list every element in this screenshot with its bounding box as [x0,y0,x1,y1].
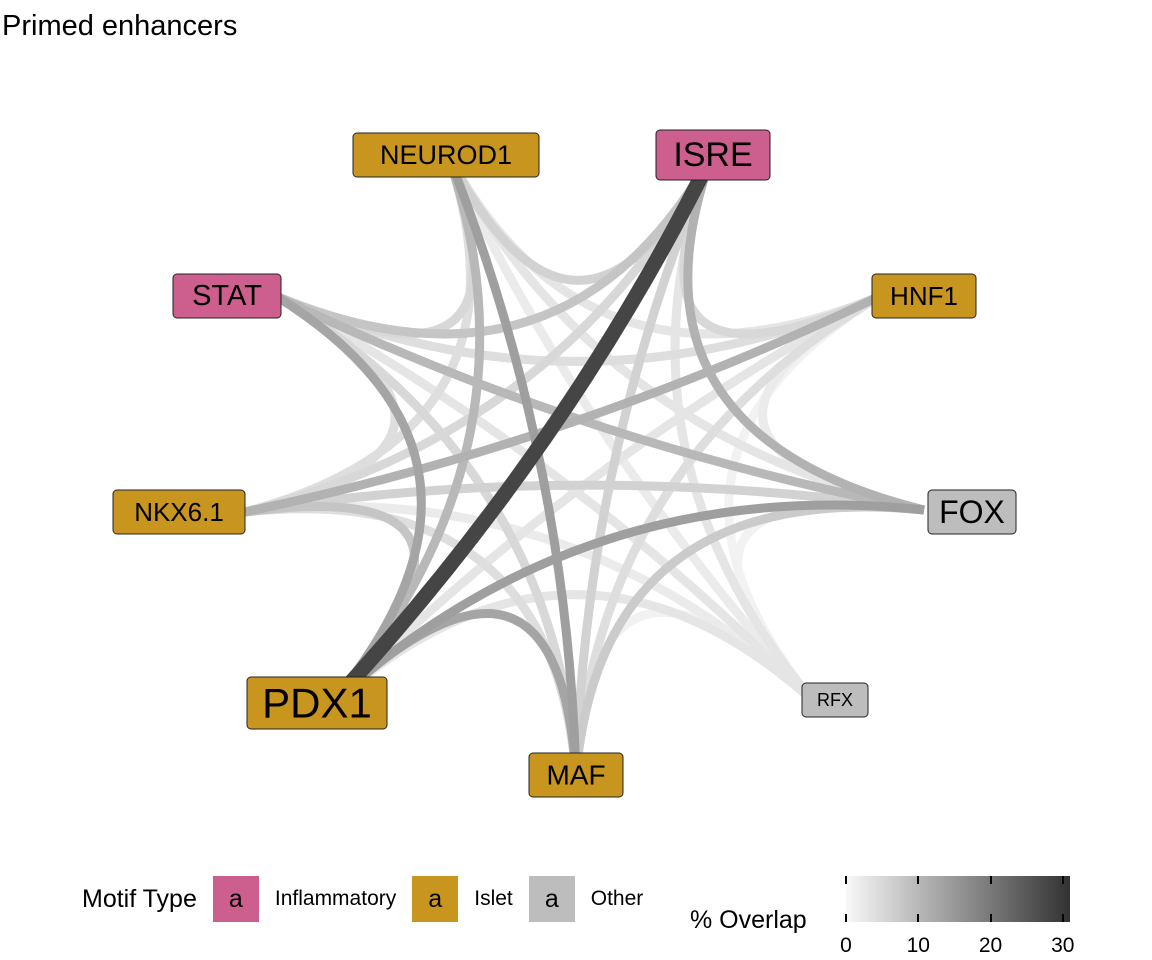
edge-neurod1-rfx [443,153,816,704]
edge-hnf1-pdx1 [328,292,883,707]
edge-nkx61-fox [244,480,925,517]
edge-isre-pdx1 [326,151,719,709]
edge-stat-isre [274,152,716,339]
node-maf: MAF [528,752,624,798]
colorbar-tick [989,876,992,884]
colorbar-tick [1061,876,1064,884]
node-stat: STAT [172,273,282,319]
node-box [246,676,388,730]
legend-key-islet: a [412,876,459,922]
colorbar-tick [917,914,920,922]
node-label: STAT [192,280,262,312]
node-nkx61: NKX6.1 [112,489,246,535]
node-label: HNF1 [890,281,958,311]
edge-stat-pdx1 [273,292,426,706]
node-box [927,489,1017,535]
edge-isre-maf [571,153,717,776]
legend-label-inflammatory: Inflammatory [274,887,397,910]
edge-layer [243,151,926,776]
colorbar-tick [989,914,992,922]
node-label: NEUROD1 [380,140,512,170]
legend-key-inflammatory: a [212,876,259,922]
node-label: NKX6.1 [134,497,224,527]
node-neurod1: NEUROD1 [352,132,540,178]
colorbar-tick-label: 20 [978,934,1003,957]
colorbar-tick-label: 30 [1051,934,1075,957]
node-box [655,129,771,181]
overlap-colorbar [846,876,1070,922]
node-box [801,682,869,718]
legend-key-other: a [528,876,575,922]
node-rfx: RFX [801,682,869,718]
motif-legend-title: Motif Type [82,884,197,913]
node-label: PDX1 [262,680,372,727]
edge-fox-rfx [733,500,925,703]
edge-stat-fox [274,291,925,515]
node-label: MAF [546,760,605,791]
node-box [352,132,540,178]
legend-label-other: Other [590,887,644,910]
colorbar-tick [1061,914,1064,922]
node-fox: FOX [927,489,1017,535]
motif-type-legend: Motif Type a Inflammatory a Islet a Othe… [82,876,659,922]
node-isre: ISRE [655,129,771,181]
colorbar-tick-label: 0 [840,934,852,957]
motif-network: NEUROD1 ISRE HNF1 FOX RFX MAF PDX1 NKX6.1 STAT [112,129,1017,798]
overlap-legend-title: % Overlap [690,906,807,934]
node-box [871,273,977,319]
colorbar-tick [917,876,920,884]
node-pdx1: PDX1 [246,676,388,730]
edge-nkx61-pdx1 [244,502,420,706]
edge-isre-fox [683,153,926,515]
colorbar-tick-label: 10 [906,934,930,957]
colorbar-tick [845,914,847,922]
edge-nkx61-hnf1 [244,291,882,517]
node-hnf1: HNF1 [871,273,977,319]
node-box [112,489,246,535]
node-box [172,273,282,319]
node-label: RFX [817,690,853,710]
node-label: FOX [939,494,1005,530]
node-layer: NEUROD1 ISRE HNF1 FOX RFX MAF PDX1 NKX6.1 STAT [112,129,1017,798]
edge-stat-rfx [273,292,816,704]
node-box [528,752,624,798]
edge-pdx1-fox [328,500,925,707]
legend-label-islet: Islet [474,887,513,910]
node-label: ISRE [673,136,752,174]
colorbar-tick [845,876,847,884]
chart-title: Primed enhancers [2,10,238,42]
